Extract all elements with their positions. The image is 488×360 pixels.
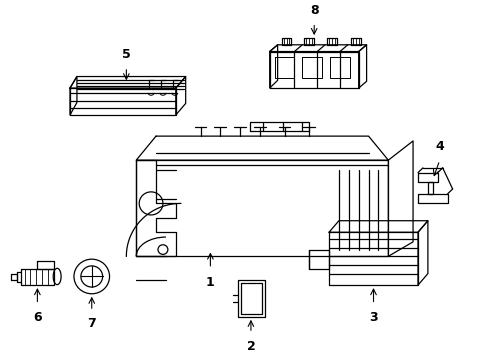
Text: 8: 8 — [309, 4, 318, 17]
Text: 3: 3 — [368, 311, 377, 324]
Text: 6: 6 — [33, 311, 41, 324]
Text: 5: 5 — [122, 48, 130, 61]
Text: 7: 7 — [87, 317, 96, 330]
Text: 2: 2 — [246, 340, 255, 353]
Text: 1: 1 — [205, 275, 214, 288]
Text: 4: 4 — [434, 140, 443, 153]
